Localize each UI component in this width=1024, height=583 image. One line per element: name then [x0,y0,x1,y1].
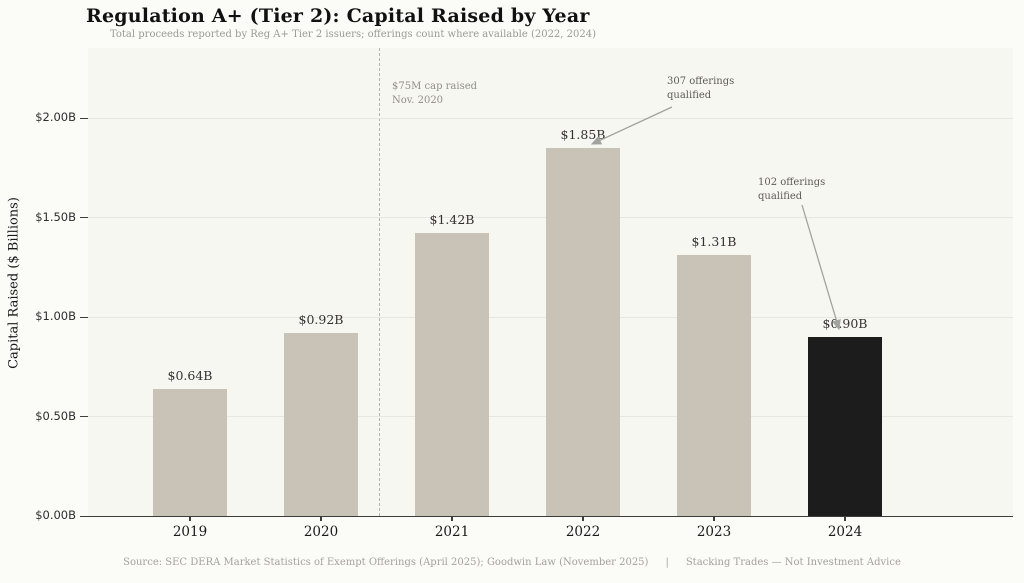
bar-2023 [677,255,751,516]
chart-title: Regulation A+ (Tier 2): Capital Raised b… [86,5,590,27]
bar-2019 [153,388,227,516]
gridline-$2.00B [88,117,1013,119]
annotation-offerings-2022: 307 offerings qualified [667,76,735,101]
x-tick-2022 [582,517,584,521]
cap-raise-dashed-line [379,48,380,516]
y-tick-$0.50B [80,416,88,418]
bar-2022 [546,147,620,516]
bar-value-label-2019: $0.64B [167,367,213,383]
bar-value-label-2022: $1.85B [560,126,606,142]
bar-2024 [808,336,882,516]
chart-subtitle: Total proceeds reported by Reg A+ Tier 2… [110,29,596,40]
y-tick-$2.00B [80,117,88,119]
bar-value-label-2021: $1.42B [429,212,475,228]
bar-value-label-2024: $0.90B [822,315,868,331]
footer-divider: | [665,557,669,568]
x-tick-2020 [320,517,322,521]
bar-value-label-2023: $1.31B [691,234,737,250]
x-tick-2024 [844,517,846,521]
plot-area: $0.64B 2019 $0.92B 2020 $1.42B 2021 $1.85B 2022… [88,48,1013,540]
annotation-offerings-2024: 102 offerings qualified [758,177,826,202]
x-tick-label-2021: 2021 [434,524,470,540]
x-tick-label-2023: 2023 [696,524,732,540]
footer-brand: Stacking Trades — Not Investment Advice [685,557,901,568]
annotation-cap-raised: $75M cap raised Nov. 2020 [392,81,478,106]
footer: Source: SEC DERA Market Statistics of Ex… [0,557,1024,568]
x-tick-2021 [451,517,453,521]
x-tick-label-2019: 2019 [172,524,208,540]
x-tick-label-2022: 2022 [565,524,601,540]
x-tick-label-2020: 2020 [303,524,339,540]
y-tick-label: $1.50B [35,209,76,224]
y-tick-label: $0.00B [35,508,76,522]
y-tick-$1.00B [80,316,88,318]
footer-source: Source: SEC DERA Market Statistics of Ex… [123,557,649,568]
x-tick-2023 [713,517,715,521]
y-tick-label: $1.00B [35,309,76,323]
y-tick-label: $0.50B [35,408,76,423]
bar-2021 [415,233,489,516]
y-tick-$0.00B [80,515,88,517]
bar-2020 [284,332,358,516]
x-tick-label-2024: 2024 [827,524,863,540]
y-tick-$1.50B [80,217,88,219]
y-tick-label: $2.00B [35,110,76,124]
bar-value-label-2020: $0.92B [298,311,344,327]
x-tick-2019 [189,517,191,521]
